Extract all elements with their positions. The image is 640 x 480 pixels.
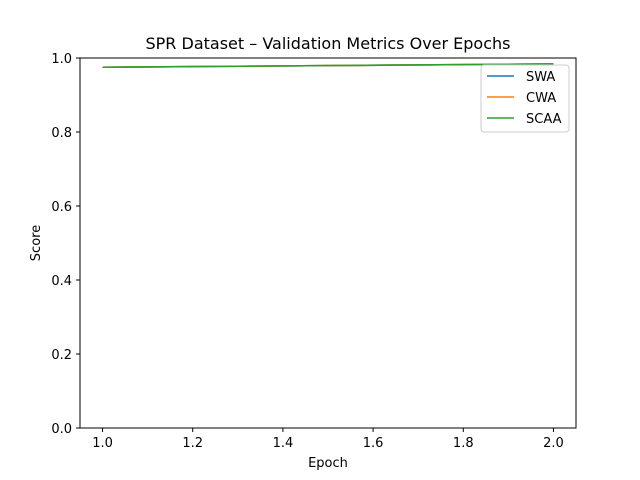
x-tick-label: 1.0 bbox=[92, 436, 113, 451]
legend-box bbox=[480, 64, 570, 133]
series-line-scaa bbox=[102, 63, 554, 69]
legend-label-scaa: SCAA bbox=[526, 112, 562, 127]
chart-title: SPR Dataset – Validation Metrics Over Ep… bbox=[146, 34, 511, 53]
y-tick-label: 0.4 bbox=[51, 274, 72, 289]
y-axis-label: Score bbox=[29, 225, 44, 261]
legend-label-cwa: CWA bbox=[526, 91, 556, 106]
x-axis-ticks: 1.0 1.2 1.4 1.6 1.8 2.0 bbox=[92, 428, 564, 451]
x-tick-label: 1.8 bbox=[453, 436, 474, 451]
y-tick-label: 0.8 bbox=[51, 126, 72, 141]
plot-frame bbox=[79, 57, 577, 429]
y-axis-ticks: 0.0 0.2 0.4 0.6 0.8 1.0 bbox=[51, 52, 80, 437]
x-axis-label: Epoch bbox=[308, 456, 348, 471]
x-tick-label: 1.2 bbox=[182, 436, 203, 451]
y-tick-label: 1.0 bbox=[51, 52, 72, 67]
x-tick-label: 1.6 bbox=[363, 436, 384, 451]
y-tick-label: 0.0 bbox=[51, 422, 72, 437]
legend-label-swa: SWA bbox=[526, 70, 555, 85]
x-tick-label: 2.0 bbox=[543, 436, 564, 451]
series-lines bbox=[102, 63, 554, 69]
y-tick-label: 0.2 bbox=[51, 348, 72, 363]
legend: SWA CWA SCAA bbox=[480, 64, 570, 133]
y-tick-label: 0.6 bbox=[51, 200, 72, 215]
x-tick-label: 1.4 bbox=[273, 436, 294, 451]
